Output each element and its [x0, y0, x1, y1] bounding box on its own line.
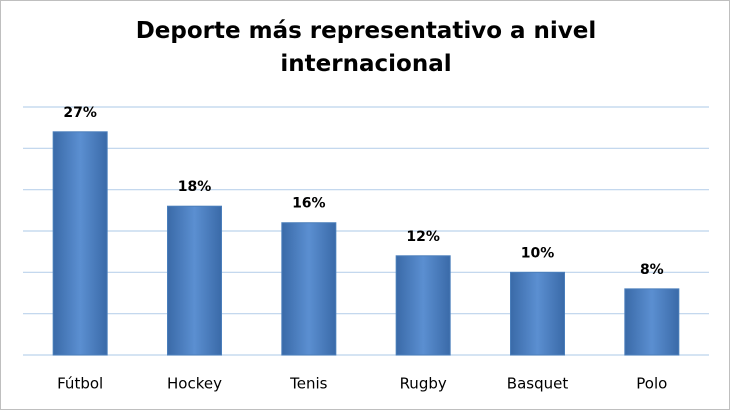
chart-title: Deporte más representativo a nivel inter…: [135, 18, 597, 77]
value-label: 18%: [178, 179, 212, 195]
value-label: 12%: [406, 229, 440, 245]
value-label: 27%: [63, 105, 97, 121]
x-tick-label: Polo: [636, 375, 667, 393]
x-tick-label: Fútbol: [57, 375, 103, 393]
bar: [624, 288, 680, 356]
bar: [510, 271, 565, 356]
value-label: 8%: [640, 262, 664, 278]
bar: [167, 205, 222, 356]
bar: [395, 255, 451, 356]
x-tick-label: Basquet: [507, 375, 569, 393]
bar: [281, 222, 337, 356]
bar: [52, 131, 108, 356]
value-label: 16%: [292, 196, 326, 212]
x-tick-label: Rugby: [400, 375, 447, 393]
value-label: 10%: [521, 245, 555, 261]
x-tick-label: Hockey: [167, 375, 222, 393]
x-tick-label: Tenis: [289, 375, 328, 393]
